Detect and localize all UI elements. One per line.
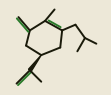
Polygon shape (29, 55, 41, 71)
